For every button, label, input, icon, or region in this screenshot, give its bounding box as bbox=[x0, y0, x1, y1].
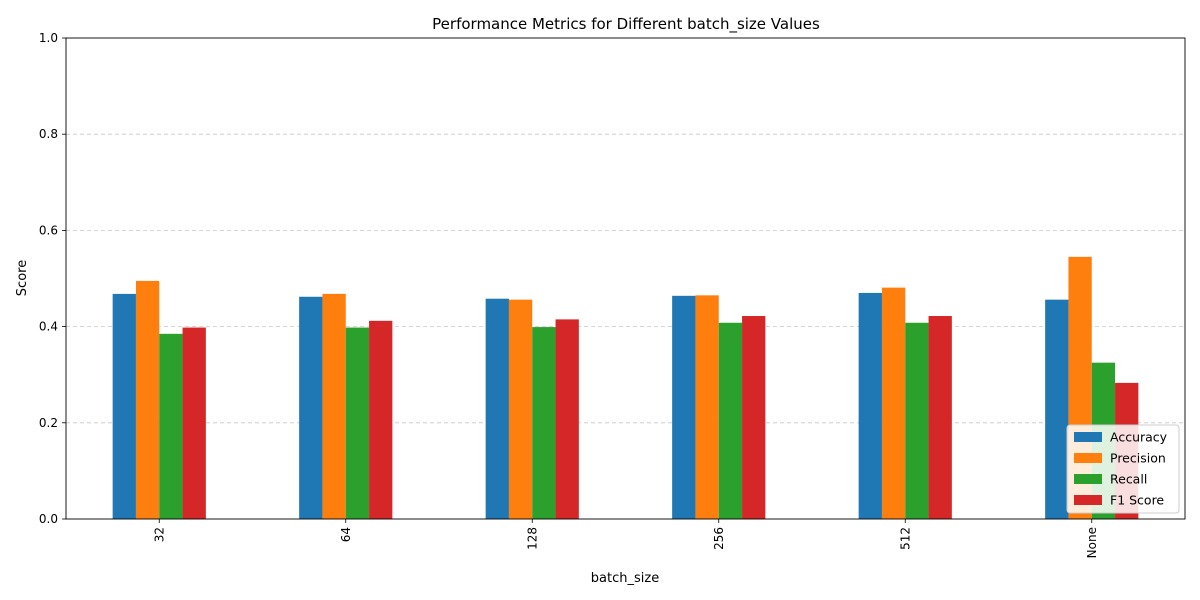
x-tick-label: 64 bbox=[339, 527, 353, 542]
legend-label: Recall bbox=[1110, 472, 1147, 487]
bar-accuracy-none bbox=[1045, 299, 1069, 519]
chart-title: Performance Metrics for Different batch_… bbox=[432, 15, 820, 34]
bar-f1-score-64 bbox=[369, 320, 393, 519]
bar-recall-256 bbox=[718, 322, 743, 519]
x-tick-label: 256 bbox=[712, 527, 726, 550]
axes bbox=[62, 37, 1186, 523]
bar-f1-score-512 bbox=[928, 316, 952, 519]
bars bbox=[112, 256, 1139, 519]
x-tick-label: 32 bbox=[152, 527, 166, 542]
legend-swatch bbox=[1074, 495, 1102, 505]
legend-label: Precision bbox=[1110, 451, 1166, 466]
plot-frame bbox=[65, 37, 1186, 520]
bar-recall-64 bbox=[345, 327, 370, 519]
bar-accuracy-256 bbox=[672, 295, 696, 519]
y-tick-label: 0.8 bbox=[39, 127, 58, 141]
legend-label: F1 Score bbox=[1110, 493, 1164, 508]
legend-box bbox=[1066, 424, 1180, 514]
y-tick-label: 0.0 bbox=[39, 512, 58, 526]
bar-accuracy-64 bbox=[299, 296, 323, 519]
bar-recall-32 bbox=[159, 333, 183, 519]
legend-swatch bbox=[1074, 432, 1102, 442]
bar-precision-32 bbox=[135, 280, 160, 519]
bar-precision-256 bbox=[695, 295, 719, 519]
y-tick-label: 0.6 bbox=[39, 223, 58, 237]
bar-f1-score-128 bbox=[555, 319, 579, 519]
bar-precision-128 bbox=[508, 299, 533, 519]
x-tick-label: 128 bbox=[525, 527, 539, 550]
tick-labels: 0.0 0.2 0.4 0.6 0.8 1.0 32 64 128 256 512 None bbox=[39, 31, 1099, 558]
y-tick-label: 0.4 bbox=[39, 320, 58, 334]
bar-precision-64 bbox=[322, 293, 346, 519]
bar-accuracy-128 bbox=[485, 298, 509, 519]
y-tick-label: 1.0 bbox=[39, 31, 58, 45]
bar-recall-128 bbox=[532, 327, 556, 519]
bar-accuracy-32 bbox=[112, 293, 136, 519]
y-axis-label: Score bbox=[15, 260, 30, 296]
legend-swatch bbox=[1074, 474, 1102, 484]
bar-f1-score-32 bbox=[182, 327, 206, 519]
legend-label: Accuracy bbox=[1110, 430, 1168, 445]
x-tick-label: None bbox=[1085, 527, 1099, 558]
legend-swatch bbox=[1074, 453, 1102, 463]
x-tick-label: 512 bbox=[898, 527, 912, 550]
bar-accuracy-512 bbox=[858, 292, 882, 519]
bar-precision-512 bbox=[881, 287, 906, 519]
y-tick-label: 0.2 bbox=[39, 416, 58, 430]
bar-f1-score-256 bbox=[742, 316, 766, 519]
legend: Accuracy Precision Recall F1 Score bbox=[1066, 424, 1180, 514]
gridlines bbox=[66, 133, 1185, 424]
x-axis-label: batch_size bbox=[591, 571, 659, 586]
bar-recall-512 bbox=[905, 322, 929, 519]
